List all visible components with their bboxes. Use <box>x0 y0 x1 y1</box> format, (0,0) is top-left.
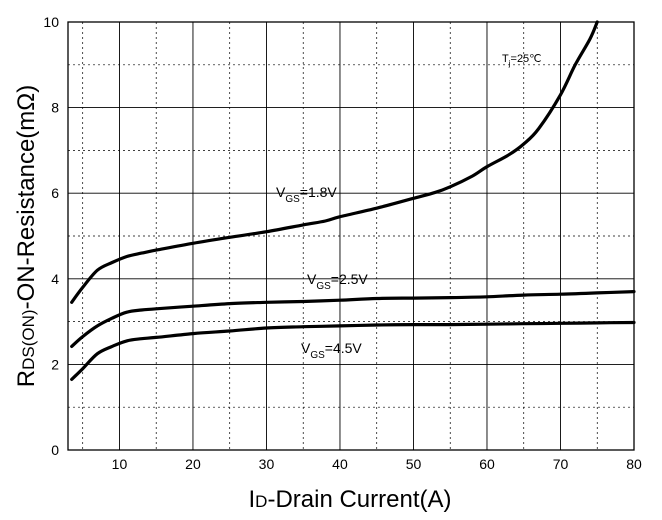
y-tick-label: 10 <box>43 14 59 30</box>
x-tick-label: 50 <box>406 456 422 472</box>
series-label-vgs25: VGS=2.5V <box>307 271 368 292</box>
y-tick-label: 8 <box>51 100 59 116</box>
x-tick-label: 40 <box>332 456 348 472</box>
x-tick-label: 30 <box>259 456 275 472</box>
x-tick-label: 10 <box>112 456 128 472</box>
temperature-note: Tj=25℃ <box>502 53 542 68</box>
x-tick-label: 60 <box>479 456 495 472</box>
tick-labels: 10 20 30 40 50 60 70 80 0 2 4 6 8 10 <box>43 14 642 472</box>
x-tick-label: 70 <box>553 456 569 472</box>
grid <box>68 22 634 450</box>
series-line-vgs25 <box>70 290 636 348</box>
x-tick-label: 20 <box>185 456 201 472</box>
series-lines <box>70 20 636 381</box>
y-tick-label: 0 <box>51 442 59 458</box>
series-line-vgs18 <box>70 20 599 304</box>
x-axis-title: ID-Drain Current(A) <box>249 486 452 513</box>
y-tick-label: 4 <box>51 271 59 287</box>
series-label-vgs45: VGS=4.5V <box>301 340 362 361</box>
plot-frame <box>67 21 635 451</box>
x-tick-label: 80 <box>626 456 642 472</box>
y-axis-title: RDS(ON)-ON-Resistance(mΩ) <box>13 85 40 387</box>
y-tick-label: 2 <box>51 356 59 372</box>
y-tick-label: 6 <box>51 185 59 201</box>
series-line-vgs45 <box>70 320 636 381</box>
series-label-vgs18: VGS=1.8V <box>276 184 337 205</box>
